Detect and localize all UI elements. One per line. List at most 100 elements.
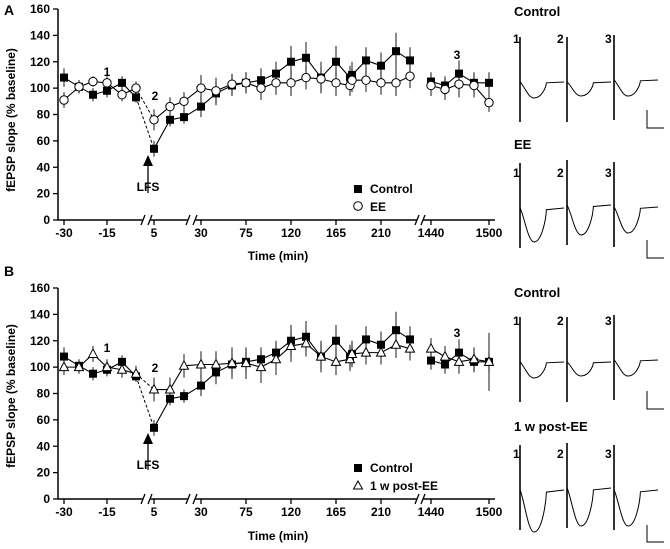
data-point-ee — [484, 97, 494, 108]
data-point-ee — [165, 101, 175, 112]
data-point-control — [103, 86, 111, 95]
y-tick-label: 100 — [30, 360, 50, 374]
data-point-ee — [179, 96, 189, 107]
panel-a-marker-2: 2 — [152, 89, 159, 103]
y-tick-label: 20 — [37, 187, 51, 201]
data-point-ee — [196, 83, 206, 93]
legend-marker-post-ee — [352, 479, 364, 490]
data-point-ee — [256, 83, 266, 93]
panel-a-letter: A — [4, 2, 14, 18]
trace-a-bot-2: 2 — [557, 166, 564, 180]
series-gap-line — [135, 87, 155, 121]
data-point-post-ee — [390, 338, 402, 349]
data-point-post-ee — [130, 367, 142, 378]
data-point-ee — [117, 90, 127, 100]
x-tick-label: -15 — [98, 226, 116, 240]
data-point-control — [392, 47, 400, 56]
panel-a-legend-control: Control — [370, 182, 413, 196]
panel-a-marker-1: 1 — [104, 65, 111, 79]
data-point-ee — [88, 76, 98, 87]
trace-b-post-2-waveform — [566, 487, 612, 527]
y-tick-label: 140 — [30, 307, 50, 321]
data-point-ee — [211, 86, 221, 96]
data-point-control — [118, 78, 126, 87]
y-tick-label: 120 — [30, 334, 50, 348]
trace-b-top-2: 2 — [557, 314, 564, 328]
y-tick-label: 60 — [37, 134, 51, 148]
data-point-control — [302, 53, 310, 62]
panel-b-lfs-label: LFS — [137, 458, 160, 472]
axis-break-mark — [147, 493, 153, 505]
y-tick-label: 80 — [37, 108, 51, 122]
y-tick-label: 100 — [30, 81, 50, 95]
axis-break-mark — [147, 214, 153, 226]
data-point-post-ee — [315, 350, 327, 361]
data-point-post-ee — [285, 339, 297, 351]
data-point-post-ee — [87, 347, 99, 358]
series-line-control — [153, 329, 411, 429]
y-tick-label: 60 — [37, 413, 51, 427]
trace-b-top-3: 3 — [605, 314, 612, 328]
x-tick-label: -30 — [55, 505, 73, 519]
data-point-post-ee — [344, 353, 356, 364]
series-gap-line — [135, 376, 155, 428]
y-tick-label: 160 — [30, 281, 50, 295]
data-point-post-ee — [468, 353, 480, 364]
data-point-ee — [227, 79, 237, 89]
series-line-ee — [153, 75, 411, 121]
trace-b-scalebar-top — [646, 391, 664, 410]
data-point-control — [197, 381, 205, 390]
axis-break-mark — [140, 214, 146, 226]
panel-a-xlabel: Time (min) — [248, 249, 308, 263]
data-point-control — [166, 115, 174, 124]
data-point-control — [89, 369, 97, 378]
x-tick-label: 210 — [371, 505, 391, 519]
panel-b-lfs-arrowhead — [143, 433, 153, 444]
axis-break-mark — [140, 493, 146, 505]
axis-break-mark — [185, 214, 191, 226]
trace-b-post-3-waveform — [613, 489, 659, 527]
data-point-control — [332, 57, 340, 66]
data-point-post-ee — [164, 383, 176, 394]
trace-a-control-2-waveform — [566, 81, 612, 97]
panel-a-traces: Control 1 2 3 EE 1 2 3 — [513, 4, 664, 259]
axis-break-mark — [192, 214, 198, 226]
data-point-post-ee — [240, 357, 252, 368]
trace-a-bot-3: 3 — [605, 166, 612, 180]
trace-a-control-3-waveform — [613, 79, 659, 97]
data-point-post-ee — [425, 342, 437, 353]
series-line-control — [153, 50, 411, 150]
data-point-ee — [376, 78, 386, 88]
panel-a-legend: Control EE — [353, 182, 413, 214]
trace-b-post-1-waveform — [519, 489, 565, 533]
x-tick-label: 1500 — [476, 226, 503, 240]
y-tick-label: 80 — [37, 387, 51, 401]
y-tick-label: 40 — [37, 439, 51, 453]
data-point-ee — [149, 115, 159, 125]
data-point-control — [180, 113, 188, 122]
panel-b: B fEPSP slope (% baseline) 0 20 40 60 80 100 1… — [4, 263, 664, 543]
data-point-control — [89, 90, 97, 99]
data-point-post-ee — [58, 361, 70, 372]
panel-b-legend: Control 1 w post-EE — [352, 461, 438, 493]
data-point-post-ee — [453, 355, 465, 366]
data-point-ee — [316, 74, 326, 84]
panel-b-marker-1: 1 — [104, 341, 111, 355]
data-point-control — [150, 144, 158, 153]
trace-a-ee-3-waveform — [613, 206, 659, 234]
y-tick-label: 0 — [43, 492, 50, 506]
data-point-post-ee — [375, 346, 387, 357]
data-point-control — [332, 336, 340, 345]
y-tick-label: 40 — [37, 160, 51, 174]
x-tick-label: 1500 — [476, 505, 503, 519]
legend-marker-control-b — [354, 464, 362, 472]
data-point-post-ee — [195, 358, 207, 369]
x-tick-label: 30 — [194, 226, 208, 240]
axis-break-mark — [420, 493, 426, 505]
data-point-control — [406, 56, 414, 65]
trace-a-top-2: 2 — [557, 32, 564, 46]
x-tick-label: 165 — [326, 505, 346, 519]
trace-a-scalebar-top — [646, 110, 664, 129]
panel-a-plot — [59, 32, 494, 157]
data-point-post-ee — [226, 357, 238, 368]
